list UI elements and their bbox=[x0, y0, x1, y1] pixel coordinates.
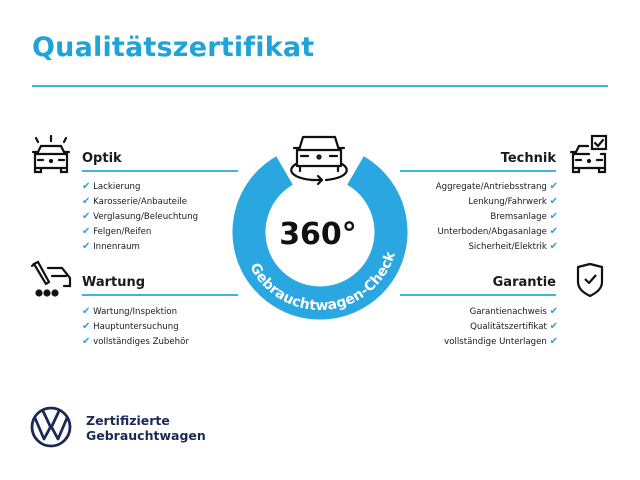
list-item: ✔ Verglasung/Beleuchtung bbox=[82, 211, 199, 222]
list-item: Lenkung/Fahrwerk ✔ bbox=[468, 196, 558, 207]
check-icon: ✔ bbox=[549, 306, 558, 317]
list-item: Unterboden/Abgasanlage ✔ bbox=[437, 226, 559, 237]
check-icon: ✔ bbox=[82, 211, 91, 222]
list-item: ✔ Felgen/Reifen bbox=[82, 226, 152, 237]
check-icon: ✔ bbox=[82, 306, 91, 317]
list-item: Garantienachweis ✔ bbox=[469, 306, 558, 317]
check-icon: ✔ bbox=[82, 196, 91, 207]
check-icon: ✔ bbox=[549, 336, 558, 347]
check-icon: ✔ bbox=[549, 181, 558, 192]
brand-line-1: Zertifizierte bbox=[86, 413, 170, 428]
list-item: ✔ Innenraum bbox=[82, 241, 140, 252]
section-title-wartung: Wartung bbox=[82, 275, 146, 290]
check-icon: ✔ bbox=[82, 181, 91, 192]
ring-arc bbox=[232, 156, 408, 320]
technik-divider bbox=[400, 170, 556, 172]
check-icon: ✔ bbox=[549, 226, 558, 237]
list-item: Aggregate/Antriebsstrang ✔ bbox=[435, 181, 558, 192]
check-icon: ✔ bbox=[549, 241, 558, 252]
check-icon: ✔ bbox=[549, 196, 558, 207]
value-360: 360° bbox=[279, 217, 357, 252]
shield-check-icon bbox=[576, 262, 604, 298]
list-item: ✔ Wartung/Inspektion bbox=[82, 306, 178, 317]
list-item: Bremsanlage ✔ bbox=[490, 211, 558, 222]
brand-text: Zertifizierte Gebrauchtwagen bbox=[86, 413, 206, 443]
check-icon: ✔ bbox=[82, 321, 91, 332]
car-check-icon bbox=[569, 134, 608, 174]
wartung-divider bbox=[82, 294, 238, 296]
optik-divider bbox=[82, 170, 238, 172]
check-icon: ✔ bbox=[549, 211, 558, 222]
list-item: ✔ Karosserie/Anbauteile bbox=[82, 196, 188, 207]
page-title: Qualitätszertifikat bbox=[32, 32, 315, 63]
check-icon: ✔ bbox=[82, 241, 91, 252]
wartung-list: ✔ Wartung/Inspektion ✔ Hauptuntersuchung… bbox=[82, 304, 189, 349]
section-title-technik: Technik bbox=[500, 151, 556, 166]
section-title-optik: Optik bbox=[82, 151, 122, 166]
list-item: ✔ Hauptuntersuchung bbox=[82, 321, 179, 332]
list-item: ✔ Lackierung bbox=[82, 181, 141, 192]
technik-list: Aggregate/Antriebsstrang ✔ Lenkung/Fahrw… bbox=[436, 179, 558, 254]
section-title-garantie: Garantie bbox=[492, 275, 556, 290]
service-tools-icon bbox=[30, 260, 72, 297]
list-item: vollständige Unterlagen ✔ bbox=[444, 336, 558, 347]
check-icon: ✔ bbox=[82, 226, 91, 237]
title-divider bbox=[32, 85, 608, 87]
vw-logo bbox=[30, 406, 72, 448]
car-lights-icon bbox=[31, 134, 71, 174]
check-icon: ✔ bbox=[549, 321, 558, 332]
check-360-badge: Gebrauchtwagen-Check 360° bbox=[232, 135, 408, 320]
garantie-divider bbox=[400, 294, 556, 296]
list-item: Sicherheit/Elektrik ✔ bbox=[468, 241, 558, 252]
list-item: Qualitätszertifikat ✔ bbox=[470, 321, 558, 332]
check-icon: ✔ bbox=[82, 336, 91, 347]
brand-line-2: Gebrauchtwagen bbox=[86, 428, 206, 443]
optik-list: ✔ Lackierung ✔ Karosserie/Anbauteile ✔ V… bbox=[82, 179, 198, 254]
car-rotate-icon bbox=[290, 135, 348, 186]
garantie-list: Garantienachweis ✔ Qualitätszertifikat ✔… bbox=[444, 304, 558, 349]
list-item: ✔ vollständiges Zubehör bbox=[82, 336, 189, 347]
